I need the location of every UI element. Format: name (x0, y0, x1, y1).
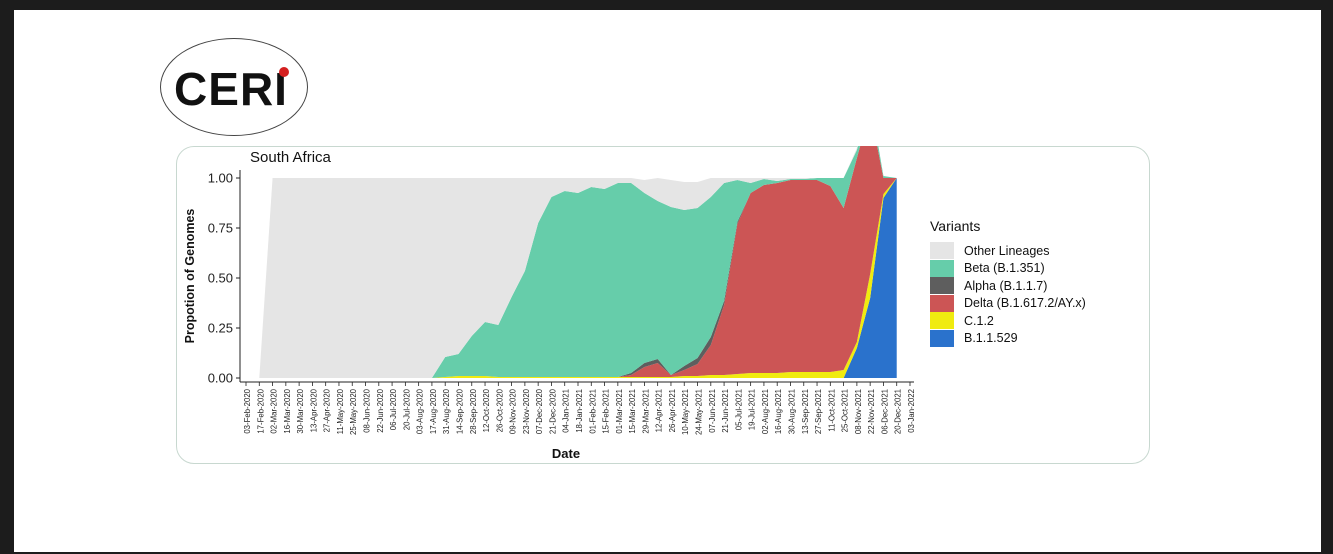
ceri-logo-mark: CERI (174, 63, 289, 115)
legend-swatch (930, 259, 954, 277)
x-tick-label: 25-Oct-2021 (841, 389, 850, 432)
x-tick-label: 23-Nov-2020 (522, 388, 531, 434)
y-tick-label: 0.25 (208, 321, 233, 336)
x-tick-label: 27-Sep-2021 (814, 389, 823, 434)
ceri-logo: CERI (160, 38, 308, 136)
x-tick-label: 01-Mar-2021 (615, 389, 624, 434)
x-tick-label: 20-Jul-2020 (402, 388, 411, 430)
chart-title: South Africa (250, 149, 332, 166)
x-tick-label: 26-Apr-2021 (668, 389, 677, 432)
logo-text: CERI (174, 63, 288, 115)
legend-swatch (930, 242, 954, 259)
y-axis: 0.00 0.25 0.50 0.75 1.00 (208, 170, 241, 386)
x-tick-label: 06-Dec-2021 (880, 389, 889, 434)
x-axis: 03-Feb-2020 17-Feb-2020 02-Mar-2020 16-Mar-… (240, 381, 916, 435)
x-tick-label: 30-Mar-2020 (296, 388, 305, 433)
area-other-lineages (246, 146, 897, 378)
legend-label: Beta (B.1.351) (964, 261, 1045, 275)
legend-items: Other Lineages Beta (B.1.351) Alpha (B.1.1… (930, 242, 1086, 347)
x-tick-label: 03-Aug-2020 (416, 388, 425, 434)
legend-item: C.1.2 (930, 312, 1086, 329)
x-tick-label: 17-Aug-2020 (429, 388, 438, 434)
x-tick-label: 18-Jan-2021 (575, 389, 584, 433)
x-tick-label: 08-Jun-2020 (363, 388, 372, 432)
logo-red-dot (279, 67, 289, 77)
area-beta-b-1-351 (246, 146, 897, 378)
legend-label: Delta (B.1.617.2/AY.x) (964, 296, 1086, 310)
x-tick-label: 08-Nov-2021 (854, 389, 863, 434)
x-tick-label: 21-Jun-2021 (721, 389, 730, 433)
x-tick-label: 07-Jun-2021 (708, 389, 717, 433)
legend-title: Variants (930, 218, 981, 234)
legend-label: Alpha (B.1.1.7) (964, 278, 1048, 293)
legend-swatch (930, 312, 954, 329)
x-tick-label: 30-Aug-2021 (787, 389, 796, 434)
y-tick-label: 1.00 (208, 171, 233, 186)
area-delta-b-1-617-2-ay-x (246, 146, 897, 378)
x-tick-label: 05-Jul-2021 (734, 389, 743, 430)
x-tick-label: 03-Feb-2020 (243, 388, 252, 433)
x-tick-label: 09-Nov-2020 (509, 388, 518, 434)
y-axis-label: Propotion of Genomes (183, 209, 197, 344)
y-tick-label: 0.75 (208, 221, 233, 236)
legend-label: C.1.2 (964, 313, 994, 328)
x-tick-label: 01-Feb-2021 (588, 389, 597, 434)
x-tick-label: 07-Dec-2020 (535, 388, 544, 434)
y-tick-label: 0.00 (208, 371, 233, 386)
x-tick-label: 11-May-2020 (336, 388, 345, 434)
x-tick-label: 10-May-2021 (681, 389, 690, 435)
x-tick-label: 12-Oct-2020 (482, 388, 491, 432)
x-axis-label: Date (552, 446, 580, 461)
x-tick-label: 04-Jan-2021 (562, 389, 571, 433)
x-tick-label: 22-Jun-2020 (376, 388, 385, 432)
x-tick-label: 27-Apr-2020 (323, 388, 332, 432)
x-tick-label: 06-Jul-2020 (389, 388, 398, 430)
x-tick-label: 13-Apr-2020 (309, 388, 318, 432)
legend-item: Alpha (B.1.1.7) (930, 277, 1086, 294)
area-series-group (246, 146, 897, 378)
legend-swatch (930, 329, 954, 347)
x-tick-label: 22-Nov-2021 (867, 389, 876, 434)
legend-label: B.1.1.529 (964, 331, 1018, 345)
legend-label: Other Lineages (964, 243, 1050, 258)
x-tick-label: 17-Feb-2020 (256, 388, 265, 433)
x-tick-label: 24-May-2021 (695, 389, 704, 435)
x-tick-label: 16-Aug-2021 (774, 389, 783, 434)
variant-area-chart: South Africa 0.00 0.25 0.50 0.75 1.00 03-Feb… (183, 146, 916, 461)
x-tick-label: 25-May-2020 (349, 388, 358, 435)
legend-swatch (930, 277, 954, 294)
x-tick-label: 15-Feb-2021 (602, 389, 611, 434)
y-tick-label: 0.50 (208, 271, 233, 286)
x-tick-label: 15-Mar-2021 (628, 389, 637, 434)
x-tick-label: 02-Aug-2021 (761, 389, 770, 434)
x-tick-label: 02-Mar-2020 (270, 388, 279, 433)
x-tick-label: 13-Sep-2021 (801, 389, 810, 434)
x-tick-label: 19-Jul-2021 (748, 389, 757, 430)
x-tick-label: 16-Mar-2020 (283, 388, 292, 433)
x-tick-label: 11-Oct-2021 (827, 389, 836, 432)
legend-swatch (930, 294, 954, 312)
legend: Variants Other Lineages Beta (B.1.351) Alp… (930, 218, 1086, 347)
x-tick-label: 03-Jan-2022 (907, 389, 916, 433)
x-tick-label: 26-Oct-2020 (495, 388, 504, 432)
x-tick-label: 28-Sep-2020 (469, 388, 478, 434)
x-tick-label: 14-Sep-2020 (455, 388, 464, 434)
legend-item: B.1.1.529 (930, 329, 1086, 347)
x-tick-label: 20-Dec-2021 (894, 389, 903, 434)
x-tick-label: 21-Dec-2020 (548, 388, 557, 434)
x-tick-label: 29-Mar-2021 (641, 389, 650, 434)
x-tick-label: 12-Apr-2021 (655, 389, 664, 432)
legend-item: Delta (B.1.617.2/AY.x) (930, 294, 1086, 312)
legend-item: Other Lineages (930, 242, 1086, 259)
x-tick-label: 31-Aug-2020 (442, 388, 451, 434)
legend-item: Beta (B.1.351) (930, 259, 1086, 277)
